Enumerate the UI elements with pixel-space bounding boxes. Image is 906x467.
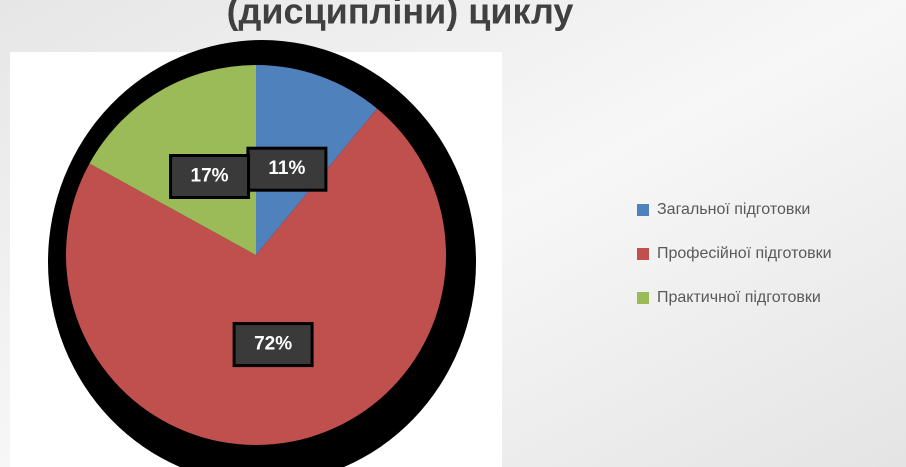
legend-label: Професійної підготовки [657, 245, 832, 262]
data-label-box [232, 322, 314, 368]
legend-label: Практичної підготовки [657, 289, 821, 306]
data-label-box [169, 154, 251, 200]
chart-title: (дисципліни) циклу [227, 0, 574, 32]
data-label: 72% [254, 334, 292, 355]
legend-swatch [637, 292, 649, 304]
legend-label: Загальної підготовки [657, 201, 810, 218]
pie-slice [66, 108, 447, 446]
legend-swatch [637, 204, 649, 216]
data-label: 11% [268, 158, 305, 179]
legend-swatch [637, 248, 649, 260]
data-label: 17% [191, 166, 229, 187]
